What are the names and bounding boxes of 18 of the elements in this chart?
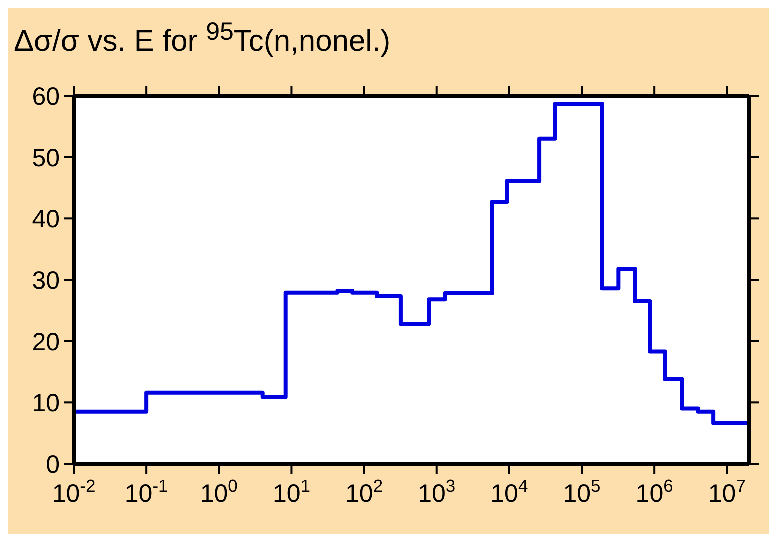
x-tick-label: 10$^{7}$ — [708, 476, 746, 508]
chart-title: Δσ/σ vs. E for $^{95}$Tc(n,nonel.) — [14, 18, 391, 59]
x-tick-label: 10$^{-1}$ — [124, 476, 168, 508]
y-tick-label: 0 — [46, 451, 60, 479]
x-tick-label: 10$^{4}$ — [490, 476, 528, 508]
x-tick-label: 10$^{6}$ — [636, 476, 674, 508]
y-tick-label: 50 — [32, 144, 60, 172]
y-tick-label: 40 — [32, 206, 60, 234]
y-tick-label: 10 — [32, 390, 60, 418]
x-tick-label: 10$^{3}$ — [418, 476, 456, 508]
x-tick-label: 10$^{1}$ — [272, 476, 310, 508]
x-tick-label: 10$^{5}$ — [563, 476, 601, 508]
x-tick-label: 10$^{2}$ — [346, 476, 384, 508]
x-tick-label: 10$^{0}$ — [200, 476, 238, 508]
y-tick-label: 30 — [32, 267, 60, 295]
y-tick-label: 60 — [32, 83, 60, 111]
x-tick-label: 10$^{-2}$ — [52, 476, 96, 508]
y-tick-label: 20 — [32, 328, 60, 356]
